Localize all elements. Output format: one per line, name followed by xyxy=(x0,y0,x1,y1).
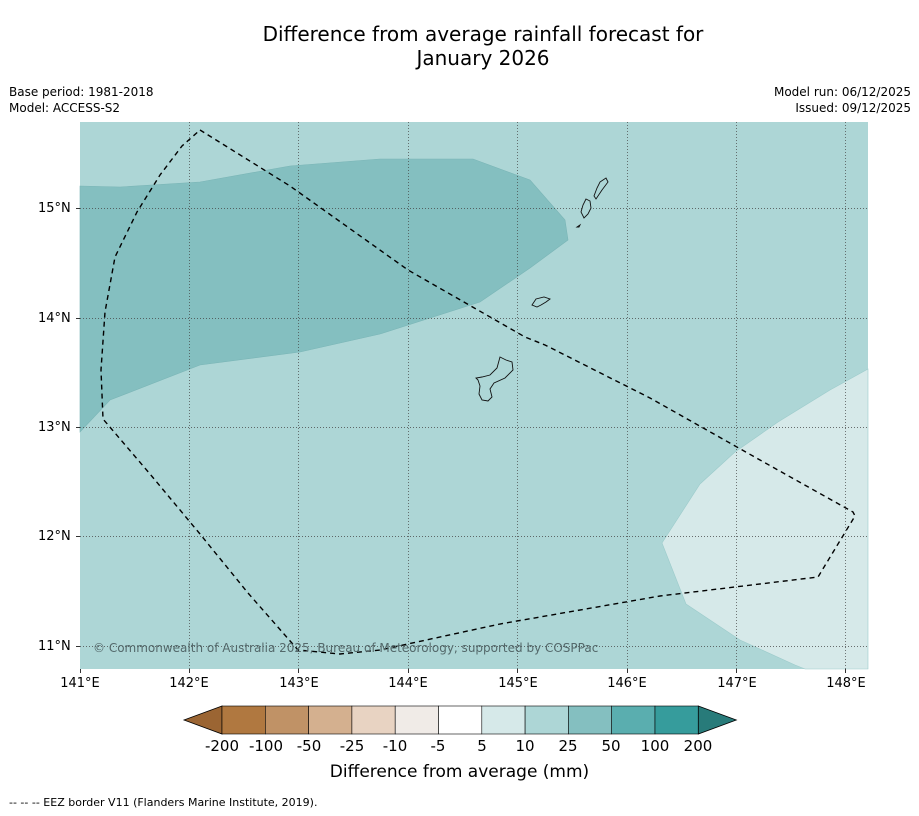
lon-label-142: 142°E xyxy=(169,676,209,691)
colorbar-tick: -50 xyxy=(296,737,322,755)
colorbar-tick: -5 xyxy=(430,737,446,755)
colorbar xyxy=(182,705,738,735)
colorbar-segment xyxy=(524,705,569,735)
colorbar-segment xyxy=(264,705,309,735)
lon-label-148: 148°E xyxy=(826,676,866,691)
colorbar-title: Difference from average (mm) xyxy=(329,762,590,782)
island-tinian xyxy=(580,198,592,219)
title-line-1: Difference from average rainfall forecas… xyxy=(262,22,704,46)
colorbar-segment xyxy=(481,705,526,735)
region-25-50 xyxy=(79,158,569,433)
colorbar-segment xyxy=(351,705,396,735)
lon-label-146: 146°E xyxy=(607,676,647,691)
colorbar-segment xyxy=(221,705,266,735)
lon-label-141: 141°E xyxy=(60,676,100,691)
base-period: Base period: 1981-2018 xyxy=(9,85,154,99)
axis-ticks xyxy=(76,208,846,673)
issued-date: Issued: 09/12/2025 xyxy=(795,101,911,115)
islands xyxy=(475,177,609,402)
map-title: Difference from average rainfall forecas… xyxy=(0,22,919,70)
colorbar-segment xyxy=(438,705,483,735)
lat-label-13: 13°N xyxy=(38,420,71,435)
lon-label-143: 143°E xyxy=(279,676,319,691)
lon-label-145: 145°E xyxy=(498,676,538,691)
island-rota xyxy=(531,296,551,308)
colorbar-extension-low xyxy=(182,705,223,735)
meta-left: Base period: 1981-2018 Model: ACCESS-S2 xyxy=(9,84,154,116)
eez-border xyxy=(100,129,856,655)
colorbar-extension-high xyxy=(697,705,738,735)
region-5-10 xyxy=(661,368,869,670)
colorbar-segment xyxy=(568,705,613,735)
colorbar-tick: 100 xyxy=(640,737,670,755)
colorbar-segment xyxy=(611,705,656,735)
colorbar-segment xyxy=(394,705,439,735)
model-name: Model: ACCESS-S2 xyxy=(9,101,121,115)
colorbar-tick: 200 xyxy=(683,737,713,755)
colorbar-tick: 10 xyxy=(515,737,535,755)
lat-label-15: 15°N xyxy=(38,201,71,216)
gridlines xyxy=(80,122,868,669)
colorbar-tick: 25 xyxy=(558,737,578,755)
lon-label-144: 144°E xyxy=(388,676,428,691)
colorbar-tick: 5 xyxy=(477,737,487,755)
model-run: Model run: 06/12/2025 xyxy=(773,85,911,99)
meta-right: Model run: 06/12/2025 Issued: 09/12/2025 xyxy=(774,84,911,116)
colorbar-tick: -100 xyxy=(248,737,284,755)
lat-label-14: 14°N xyxy=(38,311,71,326)
colorbar-tick: -200 xyxy=(204,737,240,755)
lat-label-12: 12°N xyxy=(38,529,71,544)
island-saipan xyxy=(593,177,609,200)
colorbar-segment xyxy=(654,705,699,735)
island-aguijan xyxy=(575,223,582,228)
copyright-notice: © Commonwealth of Australia 2025, Bureau… xyxy=(93,641,599,655)
colorbar-tick: -10 xyxy=(382,737,408,755)
colorbar-tick: -25 xyxy=(339,737,365,755)
island-guam xyxy=(475,356,514,402)
eez-legend: -- -- -- EEZ border V11 (Flanders Marine… xyxy=(9,796,318,809)
lon-label-147: 147°E xyxy=(717,676,757,691)
title-line-2: January 2026 xyxy=(416,46,550,70)
lat-label-11: 11°N xyxy=(38,639,71,654)
colorbar-tick: 50 xyxy=(601,737,621,755)
colorbar-segment xyxy=(308,705,353,735)
